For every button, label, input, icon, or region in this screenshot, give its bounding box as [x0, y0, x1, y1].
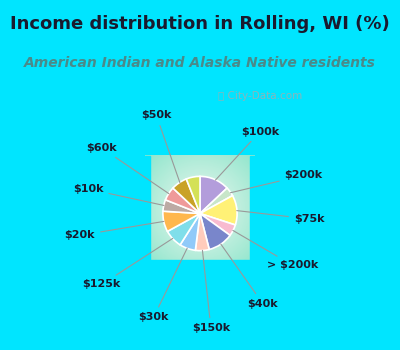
Bar [250, 156, 254, 265]
Text: $40k: $40k [221, 244, 278, 309]
Wedge shape [200, 176, 227, 214]
Bar [146, 260, 255, 265]
Text: $200k: $200k [230, 170, 323, 193]
Text: Income distribution in Rolling, WI (%): Income distribution in Rolling, WI (%) [10, 15, 390, 33]
Text: ⓘ City-Data.com: ⓘ City-Data.com [218, 91, 302, 101]
Bar [146, 156, 150, 265]
Text: $75k: $75k [237, 211, 324, 224]
Text: $125k: $125k [82, 238, 173, 289]
Wedge shape [163, 200, 200, 214]
Wedge shape [200, 188, 232, 214]
Wedge shape [180, 214, 200, 250]
Wedge shape [166, 188, 200, 214]
Wedge shape [200, 196, 237, 225]
Wedge shape [163, 211, 200, 231]
Text: $10k: $10k [73, 184, 164, 205]
Wedge shape [195, 214, 209, 251]
Text: American Indian and Alaska Native residents: American Indian and Alaska Native reside… [24, 56, 376, 70]
Text: $100k: $100k [216, 127, 279, 180]
Text: $20k: $20k [65, 222, 164, 240]
Text: $30k: $30k [138, 248, 187, 322]
Wedge shape [168, 214, 200, 245]
Wedge shape [186, 176, 200, 214]
Text: $50k: $50k [141, 110, 180, 183]
Wedge shape [200, 214, 235, 235]
Wedge shape [173, 179, 200, 214]
Wedge shape [200, 214, 230, 250]
Text: $60k: $60k [86, 143, 169, 194]
Text: > $200k: > $200k [233, 230, 318, 270]
Text: $150k: $150k [192, 250, 230, 333]
